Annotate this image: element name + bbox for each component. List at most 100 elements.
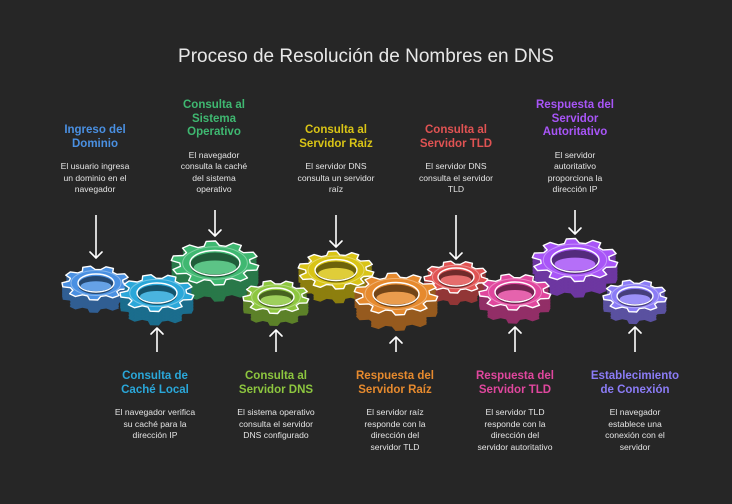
step-description-line: El navegador [188, 149, 240, 160]
ingreso-gear [61, 265, 131, 313]
step-description-line: El servidor TLD [485, 407, 545, 417]
resp-raiz-arrow-icon [389, 336, 403, 352]
conexion-arrow-icon [628, 326, 642, 352]
step-title: Consulta al Servidor Raíz [276, 124, 396, 151]
step-title: Respuesta del Servidor TLD [455, 370, 575, 397]
step-description: El navegador verifica su caché para la dir… [95, 407, 215, 442]
step-description-line: servidor TLD [370, 441, 420, 452]
resp-aut-gear [531, 237, 619, 298]
step-description-line: consulta el servidor [238, 418, 314, 429]
step-description-line: navegador [74, 184, 116, 194]
step-title-line: Consulta al [183, 99, 245, 111]
step-resp-aut: Respuesta del Servidor Autoritativo El serv… [515, 99, 635, 196]
step-raiz: Consulta al Servidor Raíz El servidor DNS c… [276, 124, 396, 196]
step-title-line: Consulta al [245, 370, 307, 382]
step-description-line: dirección IP [132, 430, 178, 440]
step-description: El servidor TLD responde con la dirección … [455, 407, 575, 453]
step-title: Consulta al Sistema Operativo [154, 99, 274, 140]
step-description-line: operativo [196, 184, 232, 194]
step-description: El servidor autoritativo proporciona la dir… [515, 150, 635, 196]
step-description-line: El usuario ingresa [60, 161, 130, 171]
step-title-line: Operativo [187, 126, 241, 138]
tld-gear [423, 260, 489, 306]
step-description-line: consulta un servidor [297, 172, 375, 183]
step-title-line: Servidor TLD [419, 137, 493, 150]
step-description-line: responde con la [364, 418, 426, 429]
step-description-line: un dominio en el [63, 172, 127, 183]
step-so: Consulta al Sistema Operativo El navegador c… [154, 99, 274, 196]
step-description-line: consulta la caché [180, 161, 248, 171]
resp-aut-arrow-icon [568, 210, 582, 235]
step-title: Consulta de Caché Local [95, 370, 215, 397]
step-description-line: responde con la [484, 418, 546, 429]
step-description-line: El servidor DNS [305, 161, 367, 171]
step-title-line: Ingreso del [64, 124, 126, 136]
step-title: Respuesta del Servidor Autoritativo [515, 99, 635, 140]
step-title-line: Servidor [551, 112, 599, 125]
step-description: El servidor DNS consulta un servidor raíz [276, 161, 396, 196]
step-description: El navegador consulta la caché del sistema… [154, 150, 274, 196]
step-tld: Consulta al Servidor TLD El servidor DNS co… [396, 124, 516, 196]
step-description-line: El servidor [554, 149, 596, 160]
diagram-title: Proceso de Resolución de Nombres en DNS [178, 46, 554, 67]
step-description-line: conexión con el [605, 430, 665, 440]
step-resp-tld: Respuesta del Servidor TLD El servidor TLD… [455, 370, 575, 453]
step-description-line: servidor [619, 441, 651, 452]
step-description-line: dirección del [490, 430, 540, 440]
step-title-line: Dominio [72, 137, 118, 150]
step-title-line: Respuesta del [476, 370, 554, 382]
resp-tld-arrow-icon [508, 326, 522, 352]
raiz-arrow-icon [329, 215, 343, 248]
step-description-line: establece una [608, 418, 662, 429]
step-title-line: Sistema [191, 112, 237, 125]
resp-tld-gear [478, 273, 552, 324]
step-title-line: Consulta al [305, 124, 367, 136]
resp-raiz-gear [353, 272, 439, 331]
step-conexion: Establecimiento de Conexión El navegador es… [575, 370, 695, 453]
step-title-line: Caché Local [121, 383, 189, 396]
step-title: Ingreso del Dominio [35, 124, 155, 151]
step-description: El sistema operativo consulta el servidor… [216, 407, 336, 442]
step-dns: Consulta al Servidor DNS El sistema operat… [216, 370, 336, 442]
step-ingreso: Ingreso del Dominio El usuario ingresa un d… [35, 124, 155, 196]
step-title: Consulta al Servidor TLD [396, 124, 516, 151]
step-description-line: raíz [328, 184, 344, 194]
step-description-line: DNS configurado [243, 430, 309, 440]
step-description-line: proporciona la [547, 172, 603, 183]
step-title: Establecimiento de Conexión [575, 370, 695, 397]
step-title-line: Servidor Raíz [299, 137, 373, 150]
step-description: El servidor raíz responde con la dirección… [335, 407, 455, 453]
step-title-line: Consulta al [425, 124, 487, 136]
step-title: Consulta al Servidor DNS [216, 370, 336, 397]
so-gear [170, 240, 260, 302]
step-title-line: Consulta de [122, 370, 188, 382]
ingreso-arrow-icon [89, 215, 103, 259]
so-arrow-icon [208, 210, 222, 237]
step-description-line: autoritativo [553, 161, 597, 171]
cache-gear [119, 274, 195, 326]
step-title-line: Servidor DNS [238, 383, 314, 396]
step-description-line: dirección del [370, 430, 420, 440]
step-description: El navegador establece una conexión con el… [575, 407, 695, 453]
dns-arrow-icon [269, 329, 283, 352]
step-title-line: Respuesta del [356, 370, 434, 382]
step-title-line: Autoritativo [542, 126, 608, 138]
conexion-gear [602, 279, 668, 325]
step-description-line: del sistema [192, 172, 236, 183]
step-description-line: El servidor raíz [366, 407, 424, 417]
step-description-line: El sistema operativo [237, 407, 315, 417]
tld-arrow-icon [449, 215, 463, 260]
step-description-line: El servidor DNS [425, 161, 487, 171]
step-title-line: Respuesta del [536, 99, 614, 111]
step-description-line: El navegador verifica [114, 407, 196, 417]
step-description: El usuario ingresa un dominio en el navega… [35, 161, 155, 196]
step-title-line: Servidor Raíz [358, 383, 432, 396]
step-resp-raiz: Respuesta del Servidor Raíz El servidor ra… [335, 370, 455, 453]
step-title-line: Servidor TLD [478, 383, 552, 396]
dns-gear [242, 280, 310, 326]
step-description-line: dirección IP [552, 184, 598, 194]
step-description: El servidor DNS consulta el servidor TLD [396, 161, 516, 196]
step-description-line: servidor autoritativo [477, 441, 553, 452]
step-title-line: Establecimiento [590, 370, 680, 382]
step-description-line: consulta el servidor [418, 172, 494, 183]
